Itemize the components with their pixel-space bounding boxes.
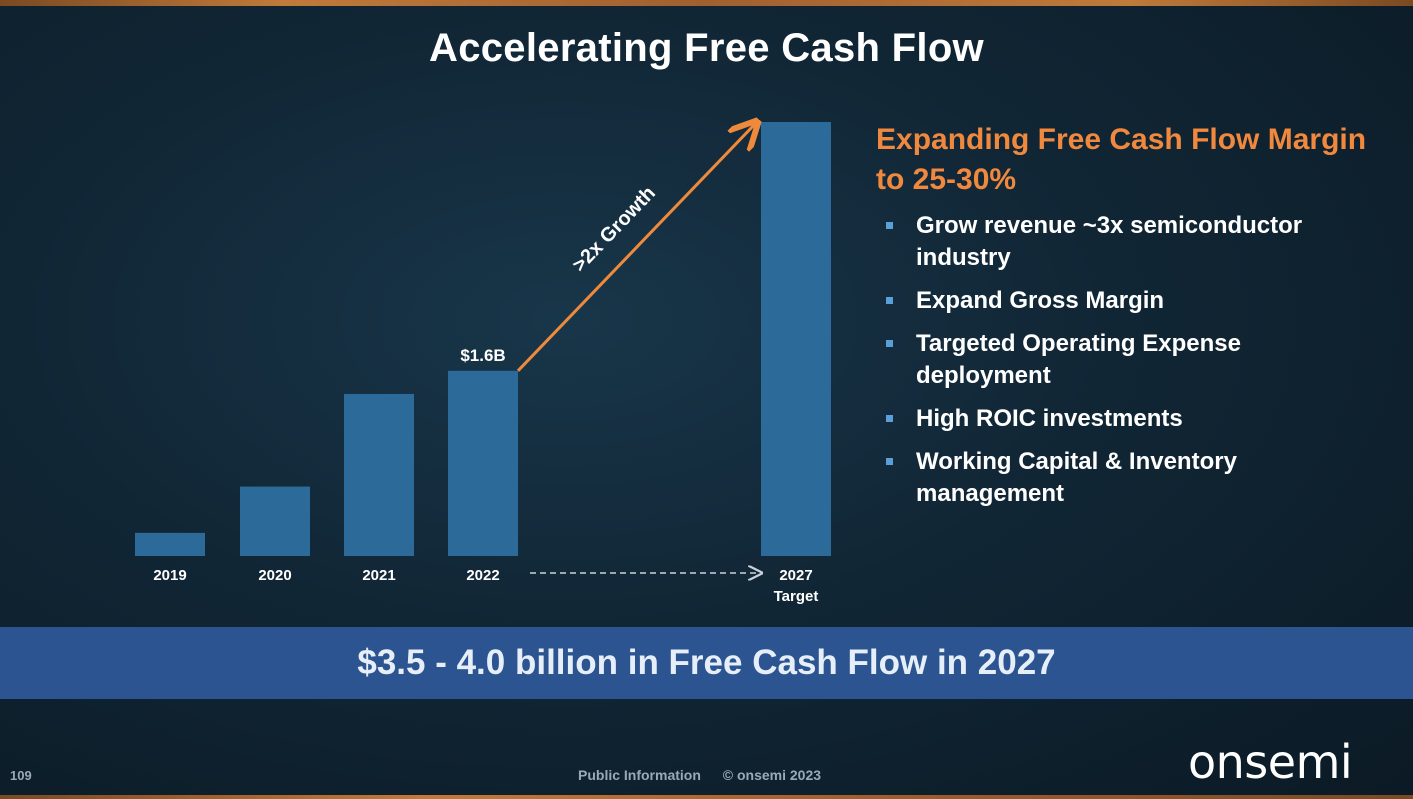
bullet-item: Targeted Operating Expense deployment xyxy=(884,328,1354,392)
bullet-item: Expand Gross Margin xyxy=(884,285,1354,317)
x-tick-label: 2020 xyxy=(258,567,291,584)
bar-2022 xyxy=(448,370,518,556)
x-tick-label: 2027 xyxy=(779,567,812,584)
bullet-item: High ROIC investments xyxy=(884,403,1354,435)
copyright-text: © onsemi 2023 xyxy=(722,767,822,783)
bottom-accent-bar xyxy=(0,795,1413,799)
bar-2021 xyxy=(344,393,414,556)
x-tick-label: 2022 xyxy=(466,567,499,584)
banner-text: $3.5 - 4.0 billion in Free Cash Flow in … xyxy=(357,643,1056,682)
top-accent-bar xyxy=(0,0,1413,6)
onsemi-logo: onsemi xyxy=(1188,735,1353,789)
bullet-item: Working Capital & Inventory management xyxy=(884,446,1354,510)
bar-2027 xyxy=(761,122,831,556)
x-tick-label: 2019 xyxy=(153,567,186,584)
panel-heading: Expanding Free Cash Flow Margin to 25-30… xyxy=(876,123,1367,196)
bar-2020 xyxy=(240,486,310,556)
summary-banner: $3.5 - 4.0 billion in Free Cash Flow in … xyxy=(0,627,1413,699)
fcf-bar-chart: 2019 2020 2021 2022 $1.6B 2027 Target >2x Growt… xyxy=(135,0,831,605)
data-label: $1.6B xyxy=(460,346,505,365)
page-number: 109 xyxy=(10,768,32,783)
growth-annotation: >2x Growth xyxy=(568,182,660,276)
footer-label: Public Information xyxy=(578,767,701,783)
x-tick-label: 2021 xyxy=(362,567,395,584)
bullet-item: Grow revenue ~3x semiconductor industry xyxy=(884,210,1354,274)
bar-2019 xyxy=(135,532,205,556)
x-tick-sublabel: Target xyxy=(774,588,819,605)
slide-title: Accelerating Free Cash Flow xyxy=(429,26,984,70)
footer: Public Information © onsemi 2023 xyxy=(578,767,821,783)
bullet-list: Grow revenue ~3x semiconductor industry … xyxy=(884,210,1354,521)
growth-arrow xyxy=(516,124,755,372)
